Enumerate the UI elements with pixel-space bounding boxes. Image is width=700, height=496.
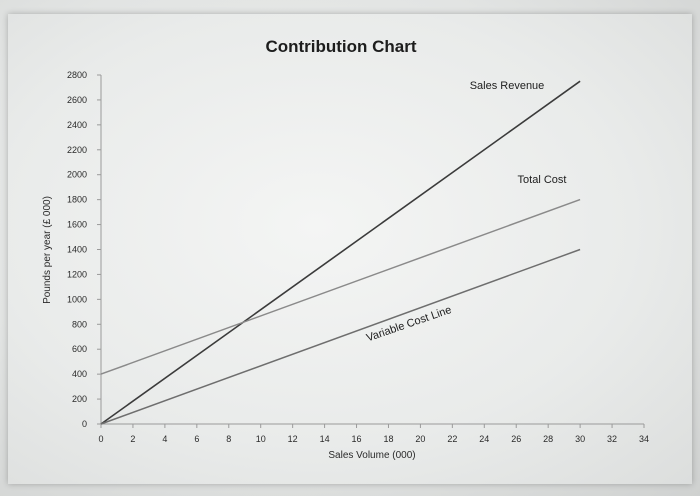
- x-tick-label: 8: [226, 434, 231, 444]
- x-tick-label: 34: [639, 434, 649, 444]
- y-tick-label: 0: [82, 419, 87, 429]
- x-tick-label: 2: [130, 434, 135, 444]
- x-tick-label: 24: [479, 434, 489, 444]
- x-tick-label: 6: [194, 434, 199, 444]
- x-tick-label: 28: [543, 434, 553, 444]
- series-line-variable-cost-line: [100, 248, 581, 425]
- x-tick-label: 14: [320, 434, 330, 444]
- y-tick-label: 2800: [67, 70, 87, 80]
- x-ticks: 0 2 4 6 8 10 12 14 16 18 20 22 24 26 28 30 32 34: [98, 424, 649, 444]
- y-tick-label: 2200: [67, 145, 87, 155]
- chart-title: Contribution Chart: [265, 37, 416, 56]
- x-tick-label: 4: [162, 434, 167, 444]
- x-tick-label: 30: [575, 434, 585, 444]
- series-label-variable-cost: Variable Cost Line: [365, 304, 453, 344]
- x-tick-label: 20: [415, 434, 425, 444]
- x-tick-label: 26: [511, 434, 521, 444]
- y-tick-label: 2400: [67, 120, 87, 130]
- y-tick-label: 1200: [67, 269, 87, 279]
- y-tick-label: 800: [72, 319, 87, 329]
- series-line-sales-revenue: [100, 80, 581, 425]
- x-tick-label: 16: [352, 434, 362, 444]
- y-axis-label: Pounds per year (£ 000): [42, 196, 53, 304]
- x-tick-label: 0: [98, 434, 103, 444]
- x-tick-label: 22: [447, 434, 457, 444]
- y-tick-label: 2000: [67, 170, 87, 180]
- x-tick-label: 10: [256, 434, 266, 444]
- y-tick-label: 1800: [67, 195, 87, 205]
- series-label-sales-revenue: Sales Revenue: [470, 80, 545, 92]
- y-tick-label: 1600: [67, 220, 87, 230]
- y-tick-label: 1000: [67, 294, 87, 304]
- y-ticks: 0 200 400 600 800 1000 1200 1400 1600 1800 2000 220…: [67, 70, 101, 429]
- x-tick-label: 18: [383, 434, 393, 444]
- x-axis-label: Sales Volume (000): [328, 450, 415, 461]
- x-tick-label: 12: [288, 434, 298, 444]
- paper-sheet: [8, 14, 692, 484]
- x-tick-label: 32: [607, 434, 617, 444]
- y-tick-label: 400: [72, 369, 87, 379]
- series-lines: [100, 80, 581, 425]
- y-tick-label: 1400: [67, 245, 87, 255]
- y-tick-label: 600: [72, 344, 87, 354]
- series-label-total-cost: Total Cost: [518, 174, 567, 186]
- series-line-total-cost: [100, 198, 581, 375]
- y-tick-label: 200: [72, 394, 87, 404]
- y-tick-label: 2600: [67, 95, 87, 105]
